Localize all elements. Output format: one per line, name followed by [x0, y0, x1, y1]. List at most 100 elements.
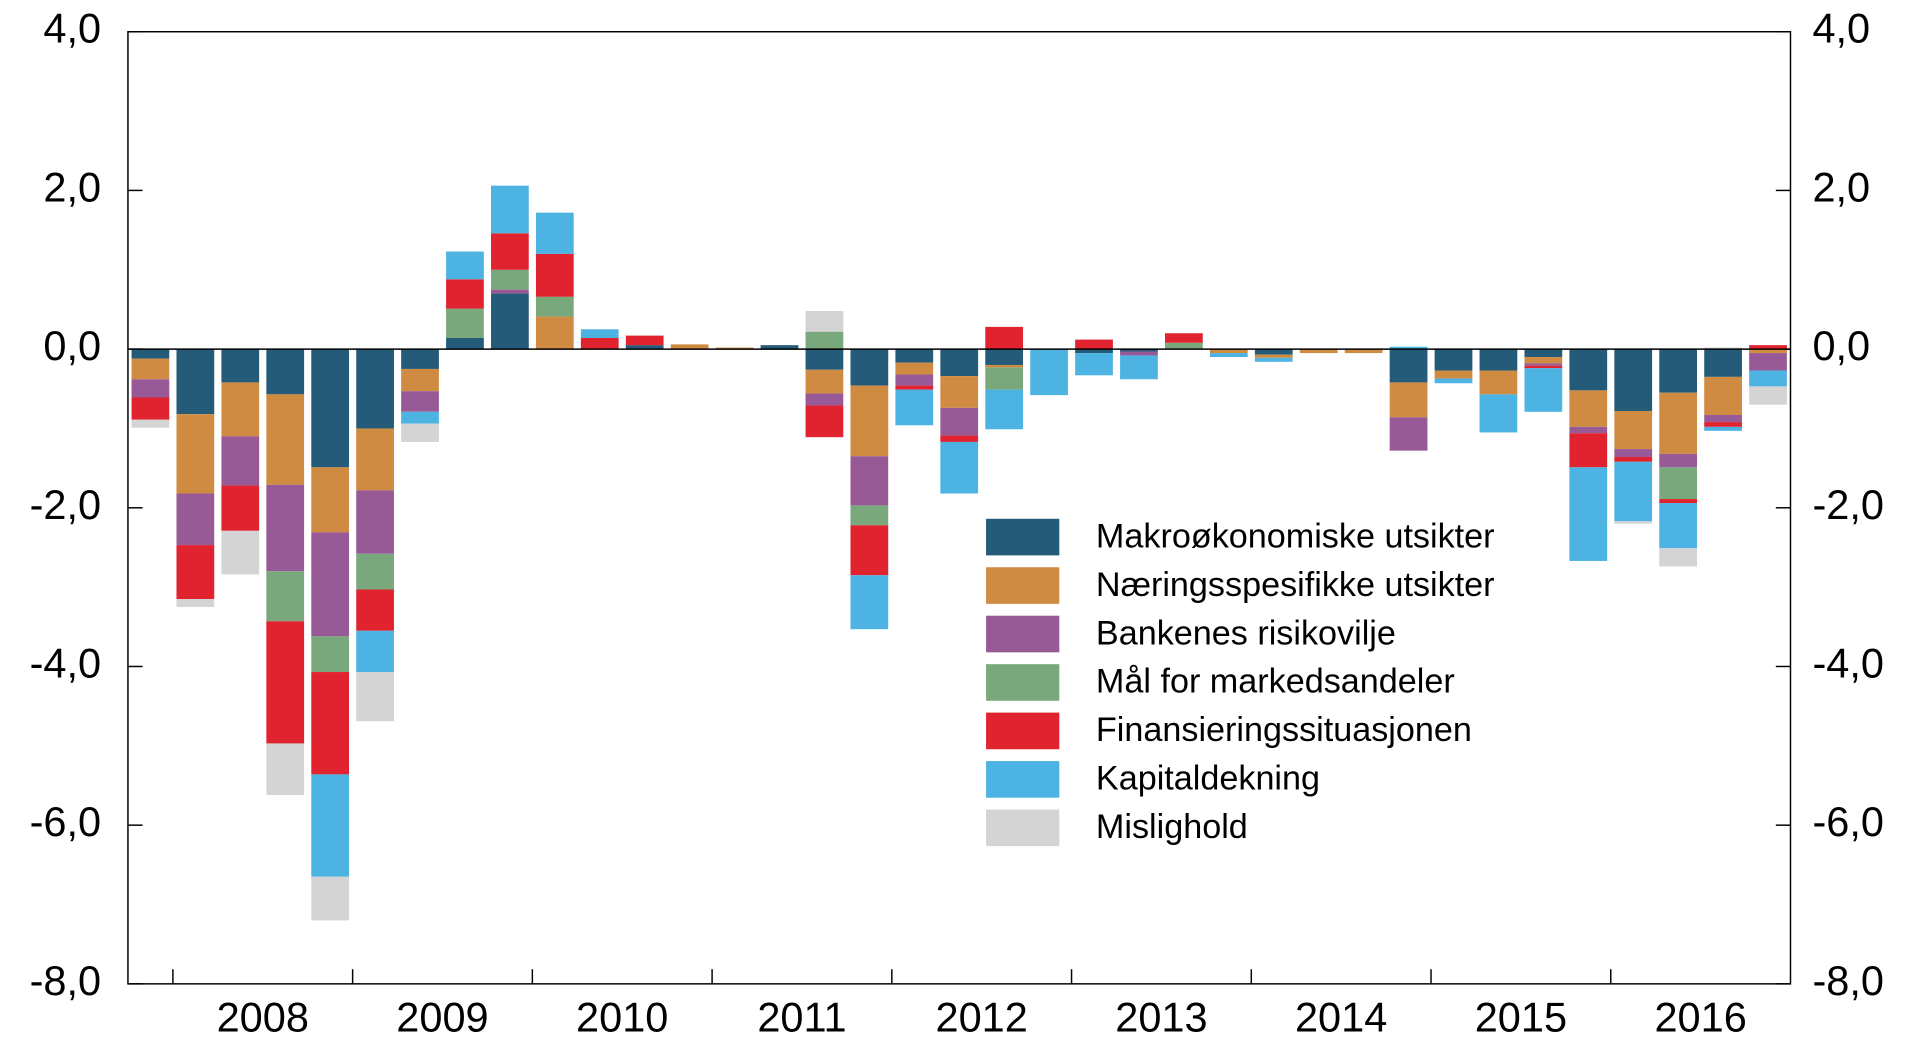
- bar-segment: [1479, 349, 1518, 371]
- bar-segment: [580, 338, 619, 350]
- bar-segment: [580, 329, 619, 338]
- bar-segment: [535, 296, 574, 317]
- bar-segment: [176, 493, 215, 546]
- bar-segment: [311, 876, 350, 921]
- bar-segment: [1749, 370, 1787, 387]
- bar-segment: [1120, 349, 1158, 352]
- bar-segment: [1614, 461, 1653, 522]
- bar-segment: [850, 575, 889, 630]
- y-tick-label: 2,0: [43, 163, 101, 210]
- legend-label: Næringsspesifikke utsikter: [1096, 566, 1495, 604]
- x-tick-label: 2009: [396, 993, 488, 1040]
- bar-segment: [850, 349, 889, 386]
- bar-segment: [446, 338, 484, 350]
- bar-segment: [446, 308, 484, 338]
- bar-segment: [1389, 346, 1428, 350]
- bar-segment: [401, 411, 439, 424]
- bar-segment: [1659, 467, 1698, 500]
- y2-tick-label: 2,0: [1812, 163, 1870, 210]
- legend-swatch: [986, 615, 1060, 653]
- bar-segment: [1569, 467, 1608, 561]
- bar-segment: [131, 349, 170, 359]
- legend-label: Bankenes risikovilje: [1096, 614, 1396, 652]
- legend-swatch: [986, 809, 1060, 847]
- y-tick-label: 0,0: [43, 322, 101, 369]
- bar-segment: [1524, 365, 1563, 369]
- bar-segment: [1749, 386, 1787, 405]
- bar-segment: [1389, 349, 1428, 383]
- bar-segment: [805, 405, 844, 438]
- legend-label: Makroøkonomiske utsikter: [1096, 517, 1495, 555]
- bar-segment: [1659, 499, 1698, 504]
- bar-segment: [535, 253, 574, 297]
- x-tick-label: 2011: [757, 993, 846, 1040]
- legend-swatch: [986, 761, 1060, 798]
- bar-segment: [1524, 368, 1563, 412]
- bar-segment: [1165, 333, 1203, 343]
- bar-segment: [1749, 353, 1787, 371]
- bar-segment: [805, 369, 844, 394]
- bar-segment: [401, 391, 439, 412]
- bar-segment: [356, 349, 394, 429]
- bar-segment: [895, 389, 934, 426]
- bar-segment: [491, 233, 529, 270]
- bar-segment: [1704, 347, 1742, 350]
- bar-segment: [446, 251, 484, 280]
- bar-segment: [266, 743, 305, 796]
- bar-segment: [1614, 349, 1653, 411]
- bar-segment: [131, 358, 170, 380]
- bar-segment: [356, 428, 394, 491]
- bar-segment: [221, 530, 260, 575]
- bar-segment: [940, 407, 979, 436]
- legend-label: Finansieringssituasjonen: [1096, 711, 1472, 749]
- bar-segment: [176, 599, 215, 607]
- x-tick-label: 2012: [936, 993, 1028, 1040]
- bar-segment: [1075, 349, 1113, 354]
- bar-segment: [1569, 433, 1608, 468]
- x-tick-label: 2016: [1654, 993, 1746, 1040]
- bar-segment: [850, 505, 889, 526]
- bar-segment: [176, 349, 215, 415]
- bar-segment: [1389, 382, 1428, 418]
- bar-segment: [266, 571, 305, 622]
- bar-segment: [131, 397, 170, 420]
- legend-swatch: [986, 712, 1060, 750]
- bar-segment: [1659, 349, 1698, 393]
- bar-segment: [850, 525, 889, 576]
- bar-segment: [131, 419, 170, 428]
- bar-segment: [895, 374, 934, 386]
- bar-segment: [940, 435, 979, 442]
- bar-segment: [1389, 417, 1428, 451]
- bar-segment: [1434, 378, 1473, 384]
- bar-segment: [985, 326, 1024, 350]
- x-tick-label: 2008: [217, 993, 309, 1040]
- bar-segment: [1209, 349, 1248, 354]
- legend-swatch: [986, 518, 1060, 556]
- y2-tick-label: -2,0: [1812, 481, 1884, 528]
- bar-segment: [1254, 354, 1293, 358]
- bar-segment: [1524, 363, 1563, 366]
- bar-segment: [311, 636, 350, 673]
- bar-segment: [1075, 353, 1113, 376]
- bar-segment: [805, 349, 844, 370]
- x-tick-label: 2013: [1115, 993, 1207, 1040]
- bar-segment: [176, 414, 215, 494]
- bar-segment: [850, 385, 889, 457]
- bar-segment: [1704, 422, 1742, 427]
- bar-segment: [1120, 351, 1158, 356]
- bar-segment: [850, 456, 889, 506]
- bar-segment: [985, 389, 1024, 430]
- bar-segment: [1704, 426, 1742, 431]
- bar-segment: [1614, 410, 1653, 450]
- bar-segment: [1704, 376, 1742, 415]
- y2-tick-label: 4,0: [1812, 5, 1870, 52]
- bar-segment: [1749, 349, 1787, 354]
- bar-segment: [535, 212, 574, 254]
- bar-segment: [266, 394, 305, 485]
- legend-swatch: [986, 664, 1060, 701]
- bar-segment: [221, 382, 260, 437]
- legend-label: Mål for markedsandeler: [1096, 663, 1455, 701]
- bar-segment: [625, 335, 664, 346]
- bar-segment: [1299, 349, 1338, 354]
- bar-segment: [491, 293, 529, 350]
